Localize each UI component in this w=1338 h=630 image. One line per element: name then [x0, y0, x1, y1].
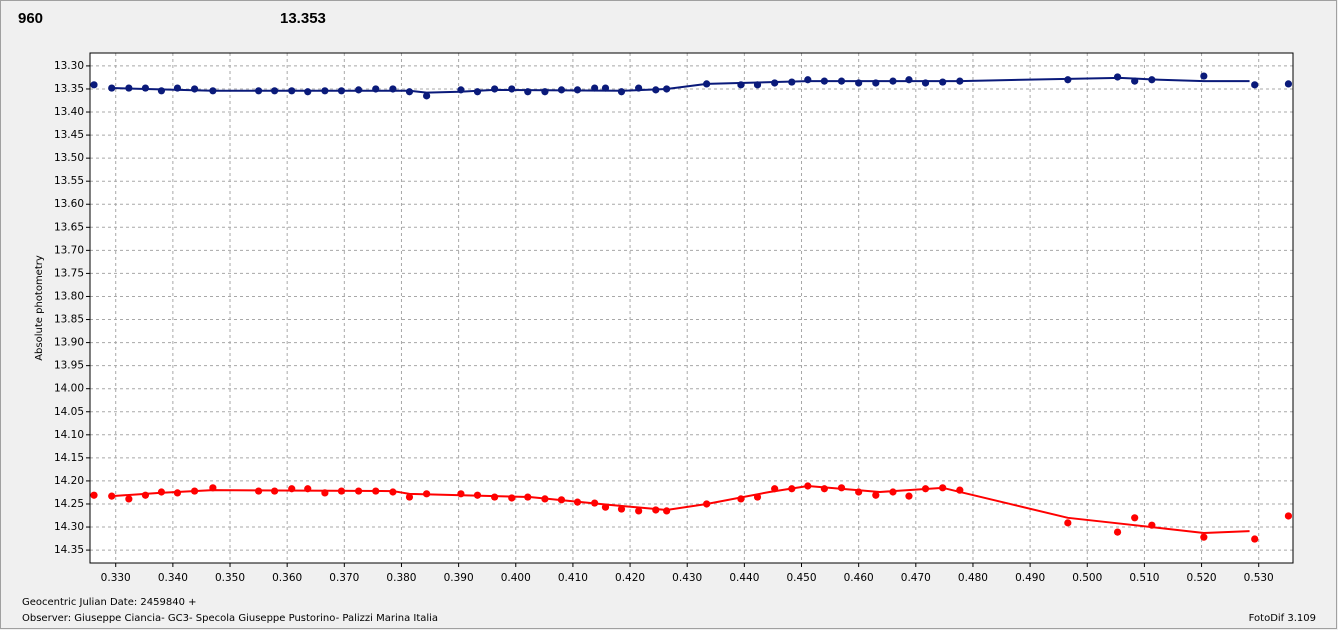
x-tick-label: 0.410	[558, 572, 588, 584]
y-tick-label: 14.10	[54, 429, 84, 441]
y-tick-label: 13.30	[54, 60, 84, 72]
data-point	[1251, 535, 1259, 543]
y-tick-label: 13.70	[54, 244, 84, 256]
y-tick-label: 13.90	[54, 337, 84, 349]
y-axis-label: Absolute photometry	[34, 255, 45, 361]
data-point	[1284, 80, 1293, 88]
observer-note: Observer: Giuseppe Ciancia- GC3- Specola…	[22, 613, 438, 624]
x-tick-label: 0.380	[386, 572, 416, 584]
y-tick-label: 13.95	[54, 360, 84, 372]
x-tick-label: 0.510	[1129, 572, 1159, 584]
x-tick-label: 0.450	[786, 572, 816, 584]
y-tick-label: 13.80	[54, 290, 84, 302]
x-tick-label: 0.470	[901, 572, 931, 584]
data-point	[125, 495, 133, 503]
y-tick-label: 14.25	[54, 498, 84, 510]
x-tick-label: 0.350	[215, 572, 245, 584]
y-tick-label: 13.50	[54, 152, 84, 164]
data-point	[804, 76, 812, 84]
y-tick-label: 14.30	[54, 521, 84, 533]
data-point	[90, 81, 98, 89]
header-value: 13.353	[280, 10, 326, 27]
data-point	[457, 490, 465, 498]
y-tick-label: 14.20	[54, 475, 84, 487]
x-tick-label: 0.340	[158, 572, 188, 584]
plot-area	[89, 52, 1294, 564]
x-tick-label: 0.400	[501, 572, 531, 584]
software-version: FotoDif 3.109	[1249, 613, 1316, 624]
data-point	[423, 92, 431, 100]
data-point	[1131, 514, 1139, 522]
header-count: 960	[18, 10, 43, 27]
plot-border	[89, 52, 1294, 564]
data-point	[635, 507, 643, 515]
y-tick-label: 13.55	[54, 175, 84, 187]
x-tick-label: 0.330	[101, 572, 131, 584]
data-point	[541, 88, 549, 96]
y-tick-label: 13.40	[54, 106, 84, 118]
data-point	[1251, 81, 1259, 89]
x-tick-label: 0.420	[615, 572, 645, 584]
y-tick-label: 14.15	[54, 452, 84, 464]
data-point	[508, 494, 516, 502]
data-point	[1064, 519, 1072, 527]
x-tick-label: 0.520	[1187, 572, 1217, 584]
y-tick-label: 13.75	[54, 267, 84, 279]
x-tick-label: 0.360	[272, 572, 302, 584]
data-point	[1200, 533, 1208, 541]
x-tick-label: 0.390	[444, 572, 474, 584]
data-point	[1113, 528, 1122, 536]
data-point	[190, 85, 199, 93]
y-tick-label: 13.60	[54, 198, 84, 210]
fit-line	[111, 484, 1250, 535]
x-tick-label: 0.530	[1244, 572, 1274, 584]
y-tick-label: 13.35	[54, 83, 84, 95]
y-tick-label: 13.45	[54, 129, 84, 141]
x-axis-label: Geocentric Julian Date: 2459840 +	[22, 597, 197, 608]
data-point	[617, 505, 626, 513]
x-tick-label: 0.430	[672, 572, 702, 584]
x-tick-label: 0.460	[844, 572, 874, 584]
x-tick-label: 0.500	[1072, 572, 1102, 584]
data-point	[157, 87, 166, 95]
y-tick-label: 13.65	[54, 221, 84, 233]
data-point	[141, 491, 150, 499]
y-tick-label: 13.85	[54, 314, 84, 326]
x-tick-label: 0.370	[329, 572, 359, 584]
data-point	[508, 85, 516, 93]
data-point	[905, 76, 913, 84]
x-tick-label: 0.480	[958, 572, 988, 584]
data-point	[405, 493, 414, 501]
x-tick-label: 0.490	[1015, 572, 1045, 584]
data-point	[905, 492, 913, 500]
y-tick-label: 14.00	[54, 383, 84, 395]
data-point	[872, 491, 880, 499]
data-point	[1284, 512, 1293, 520]
data-point	[90, 491, 98, 499]
y-tick-label: 14.35	[54, 544, 84, 556]
data-point	[1200, 72, 1208, 80]
fit-line	[111, 76, 1250, 94]
y-tick-label: 14.05	[54, 406, 84, 418]
x-tick-label: 0.440	[729, 572, 759, 584]
